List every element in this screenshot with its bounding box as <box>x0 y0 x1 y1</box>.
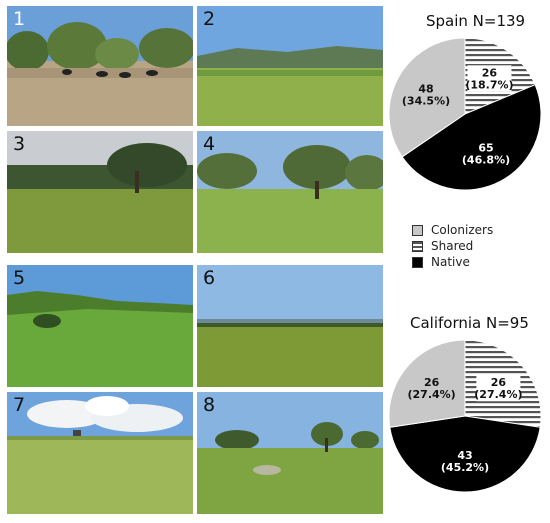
legend-swatch-shared <box>412 240 423 252</box>
photo-1: 1 <box>7 6 193 126</box>
legend-label-colonizers: Colonizers <box>431 223 494 237</box>
spain-slice-colonizers <box>388 37 466 158</box>
california-percent-shared: (27.4%) <box>474 388 522 401</box>
legend-item-native: Native <box>412 254 493 270</box>
legend-item-colonizers: Colonizers <box>412 222 493 238</box>
spain-pie-title: Spain N=139 <box>426 12 526 30</box>
spain-percent-native: (46.8%) <box>462 154 510 167</box>
photo-2-number: 2 <box>203 8 216 30</box>
spain-value-native: 65 <box>478 142 493 155</box>
photo-7-image <box>7 392 193 514</box>
california-percent-colonizers: (27.4%) <box>407 388 455 401</box>
spain-label-bg-shared <box>467 65 512 92</box>
photo-6-number: 6 <box>203 267 216 289</box>
spain-value-shared: 26 <box>482 66 498 79</box>
photo-4: 4 <box>197 131 383 253</box>
photo-8: 8 <box>197 392 383 514</box>
california-value-shared: 26 <box>491 376 507 389</box>
photo-5-number: 5 <box>13 267 26 289</box>
photo-3-number: 3 <box>13 133 26 155</box>
california-slice-native <box>389 415 541 493</box>
spain-slice-native <box>401 84 542 191</box>
spain-percent-colonizers: (34.5%) <box>402 94 450 107</box>
photo-8-image <box>197 392 383 514</box>
photo-2-image <box>197 6 383 126</box>
california-value-native: 43 <box>457 449 472 462</box>
california-percent-native: (45.2%) <box>441 461 489 474</box>
photo-7-number: 7 <box>13 394 26 416</box>
california-slice-colonizers <box>388 339 466 428</box>
legend-swatch-native <box>412 256 423 268</box>
photo-4-number: 4 <box>203 133 216 155</box>
photo-3-image <box>7 131 193 253</box>
legend-label-native: Native <box>431 255 470 269</box>
photo-2: 2 <box>197 6 383 126</box>
legend: Colonizers Shared Native <box>412 222 493 270</box>
california-pie-chart: 26(27.4%)43(45.2%)26(27.4%) <box>388 339 542 493</box>
legend-item-shared: Shared <box>412 238 493 254</box>
photo-5: 5 <box>7 265 193 387</box>
spain-pie-chart: 26(18.7%) 65(46.8%) 48(34.5%) <box>388 37 542 191</box>
spain-percent-shared: (18.7%) <box>465 78 513 91</box>
photo-3: 3 <box>7 131 193 253</box>
photo-7: 7 <box>7 392 193 514</box>
photo-1-image <box>7 6 193 126</box>
photo-4-image <box>197 131 383 253</box>
photo-1-number: 1 <box>13 8 26 30</box>
legend-swatch-colonizers <box>412 224 423 236</box>
california-label-bg-shared <box>476 375 521 402</box>
photo-6-image <box>197 265 383 387</box>
spain-value-colonizers: 48 <box>418 82 433 95</box>
california-pie-title: California N=95 <box>410 314 529 332</box>
california-value-colonizers: 26 <box>424 376 440 389</box>
photo-8-number: 8 <box>203 394 216 416</box>
photo-5-image <box>7 265 193 387</box>
legend-label-shared: Shared <box>431 239 474 253</box>
photo-6: 6 <box>197 265 383 387</box>
